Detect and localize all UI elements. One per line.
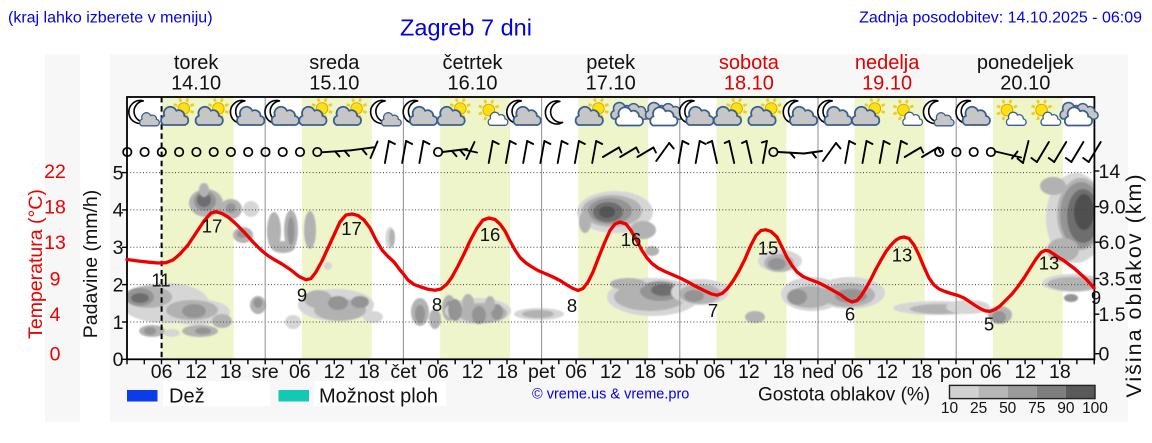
svg-text:Zadnja posodobitev: 14.10.2025: Zadnja posodobitev: 14.10.2025 - 06:09 — [859, 10, 1142, 27]
svg-text:100: 100 — [1082, 400, 1108, 417]
svg-text:12: 12 — [876, 361, 898, 383]
svg-text:2: 2 — [113, 274, 124, 296]
svg-text:18: 18 — [358, 361, 380, 383]
svg-text:5: 5 — [984, 313, 994, 334]
svg-text:8: 8 — [567, 295, 577, 316]
svg-text:17: 17 — [202, 215, 223, 236]
svg-text:12: 12 — [323, 361, 345, 383]
svg-text:06: 06 — [289, 361, 311, 383]
svg-text:06: 06 — [980, 361, 1002, 383]
svg-text:16.10: 16.10 — [447, 73, 497, 95]
svg-text:sob: sob — [664, 361, 696, 383]
svg-text:4: 4 — [50, 304, 61, 326]
svg-text:8: 8 — [432, 294, 442, 315]
svg-text:25: 25 — [970, 400, 987, 417]
svg-text:12: 12 — [600, 361, 622, 383]
svg-text:15.10: 15.10 — [309, 73, 359, 95]
svg-text:18: 18 — [496, 361, 518, 383]
svg-text:Dež: Dež — [169, 386, 205, 408]
svg-text:nedelja: nedelja — [855, 52, 920, 74]
svg-text:06: 06 — [565, 361, 587, 383]
svg-text:06: 06 — [151, 361, 173, 383]
svg-text:torek: torek — [174, 52, 219, 74]
svg-text:22: 22 — [44, 161, 66, 183]
svg-text:06: 06 — [427, 361, 449, 383]
svg-text:3.5: 3.5 — [1099, 268, 1126, 290]
svg-text:pet: pet — [528, 361, 556, 383]
svg-text:18: 18 — [44, 196, 66, 218]
svg-text:(kraj lahko izberete v meniju): (kraj lahko izberete v meniju) — [8, 10, 213, 27]
svg-text:18: 18 — [911, 361, 933, 383]
svg-text:9: 9 — [297, 284, 307, 305]
svg-text:5: 5 — [113, 162, 124, 184]
svg-text:12: 12 — [185, 361, 207, 383]
svg-text:13: 13 — [44, 232, 66, 254]
svg-text:12: 12 — [738, 361, 760, 383]
svg-text:14: 14 — [1099, 161, 1121, 183]
svg-text:sre: sre — [252, 361, 279, 383]
svg-text:Gostota oblakov (%): Gostota oblakov (%) — [758, 385, 930, 406]
svg-text:10: 10 — [941, 400, 959, 417]
svg-text:6: 6 — [845, 303, 855, 324]
svg-text:4: 4 — [113, 200, 124, 222]
svg-text:12: 12 — [462, 361, 484, 383]
svg-text:ponedeljek: ponedeljek — [977, 52, 1075, 74]
svg-text:Višina oblakov (km): Višina oblakov (km) — [1122, 172, 1146, 397]
svg-text:3: 3 — [113, 237, 124, 259]
svg-text:6.0: 6.0 — [1099, 232, 1126, 254]
svg-text:9: 9 — [50, 268, 61, 290]
svg-text:06: 06 — [704, 361, 726, 383]
svg-text:1.5: 1.5 — [1099, 304, 1126, 326]
svg-text:Padavine (mm/h): Padavine (mm/h) — [80, 190, 102, 338]
svg-text:12: 12 — [1014, 361, 1036, 383]
svg-text:Zagreb 7 dni: Zagreb 7 dni — [400, 15, 532, 41]
svg-text:čet: čet — [390, 361, 417, 383]
svg-text:18: 18 — [773, 361, 795, 383]
svg-text:16: 16 — [621, 229, 642, 250]
svg-text:Možnost ploh: Možnost ploh — [319, 386, 438, 408]
svg-text:15: 15 — [758, 237, 779, 258]
svg-text:0: 0 — [113, 349, 124, 371]
svg-text:75: 75 — [1028, 400, 1045, 417]
svg-text:17: 17 — [341, 218, 362, 239]
svg-text:9.0: 9.0 — [1099, 196, 1126, 218]
svg-text:14.10: 14.10 — [171, 73, 221, 95]
svg-text:18: 18 — [1049, 361, 1071, 383]
svg-text:četrtek: četrtek — [442, 52, 503, 74]
svg-text:7: 7 — [708, 300, 718, 321]
svg-text:1: 1 — [113, 312, 124, 334]
svg-text:pon: pon — [940, 361, 973, 383]
svg-text:20.10: 20.10 — [1000, 73, 1050, 95]
svg-text:0: 0 — [50, 344, 61, 366]
svg-text:18.10: 18.10 — [724, 73, 774, 95]
svg-text:11: 11 — [151, 269, 170, 290]
svg-text:9: 9 — [1091, 287, 1101, 308]
svg-text:Temperatura (°C): Temperatura (°C) — [25, 189, 47, 339]
svg-text:18: 18 — [634, 361, 656, 383]
svg-text:50: 50 — [999, 400, 1017, 417]
svg-text:90: 90 — [1057, 400, 1075, 417]
svg-text:19.10: 19.10 — [862, 73, 912, 95]
svg-text:17.10: 17.10 — [586, 73, 636, 95]
svg-text:© vreme.us & vreme.pro: © vreme.us & vreme.pro — [532, 387, 689, 403]
svg-text:06: 06 — [842, 361, 864, 383]
svg-text:sreda: sreda — [309, 52, 360, 74]
svg-text:ned: ned — [802, 361, 835, 383]
svg-text:petek: petek — [586, 52, 636, 74]
svg-text:13: 13 — [892, 244, 913, 265]
svg-text:16: 16 — [480, 224, 501, 245]
svg-text:0: 0 — [1099, 344, 1110, 366]
svg-text:13: 13 — [1039, 252, 1060, 273]
svg-text:sobota: sobota — [719, 52, 780, 74]
svg-text:18: 18 — [220, 361, 242, 383]
